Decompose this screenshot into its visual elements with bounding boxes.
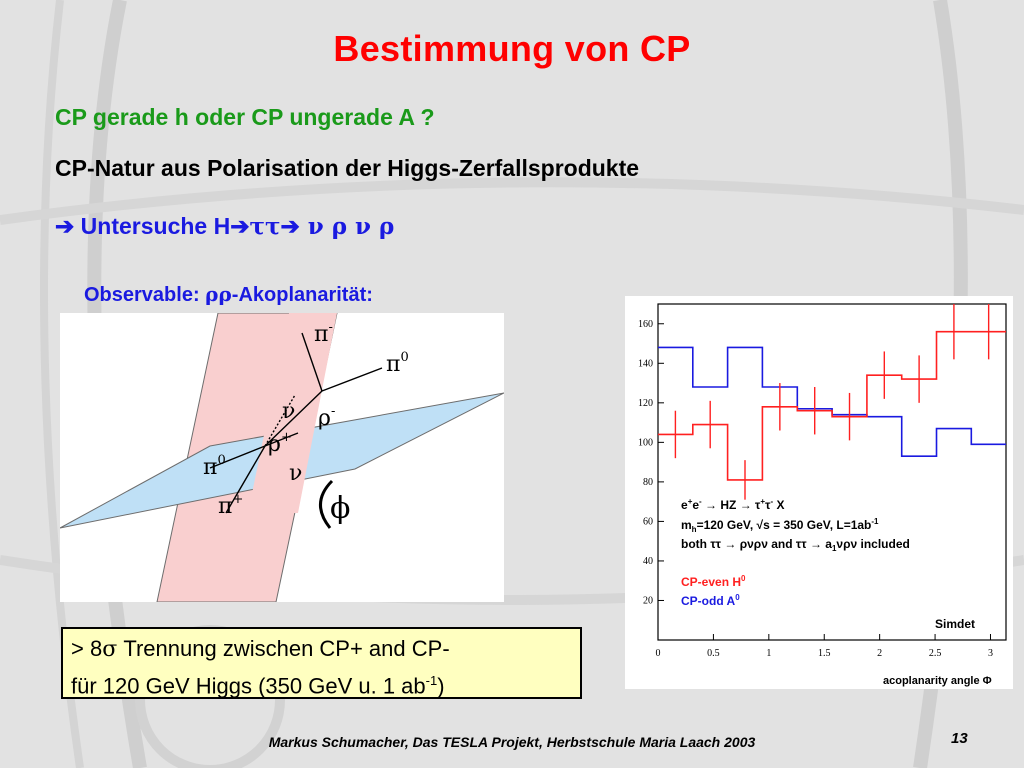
- label-pi0-top-sup: 0: [400, 350, 408, 365]
- x-tick-label: 1.5: [818, 648, 831, 659]
- svg-text:π0: π0: [386, 350, 409, 377]
- investigate-line: ➔ Untersuche H➔ττ➔ ν ρ ν ρ: [55, 213, 394, 240]
- label-pi0-top: π: [386, 352, 400, 377]
- observable-line: Observable: ρρ-Akoplanarität:: [84, 282, 373, 307]
- page-number: 13: [951, 730, 968, 747]
- box-line-2: für 120 GeV Higgs (350 GeV u. 1 ab-1): [71, 665, 572, 701]
- label-pi-minus: π: [314, 322, 328, 347]
- annotation-line-2: mh=120 GeV, √s = 350 GeV, L=1ab-1: [681, 517, 879, 534]
- label-nu-right: ν: [289, 461, 302, 486]
- y-tick-label: 20: [643, 595, 653, 606]
- simdet-tag: Simdet: [935, 617, 975, 631]
- annotation-line-1: e+e- → HZ → τ+τ- X: [681, 497, 784, 512]
- label-nu-left: ν: [282, 399, 295, 424]
- annotation-line-3: both ττ → ρνρν and ττ → a1νρν included: [681, 537, 910, 553]
- acoplanarity-plot: 0 0.5 1 1.5 2 2.5 3 20 40 60 80 100 120 140 160 e+e- →…: [625, 296, 1013, 689]
- box-line2-suffix: ): [437, 673, 445, 699]
- label-rho-minus: ρ: [318, 406, 331, 431]
- y-tick-label: 120: [638, 398, 653, 409]
- y-tick-label: 160: [638, 319, 653, 330]
- y-tick-label: 140: [638, 358, 653, 369]
- label-pi-minus-sup: -: [328, 320, 332, 335]
- observable-rho: ρρ: [205, 282, 232, 306]
- x-tick-label: 1: [766, 648, 771, 659]
- investigate-suffix: ν ρ ν ρ: [299, 213, 395, 240]
- svg-text:π+: π+: [218, 492, 243, 519]
- investigate-tautau: ττ: [249, 213, 281, 240]
- box-line1-prefix: > 8: [71, 636, 103, 661]
- x-axis-label: acoplanarity angle Φ: [883, 675, 992, 687]
- label-pi0-left-sup: 0: [217, 453, 225, 468]
- investigate-prefix: ➔ Untersuche H: [55, 213, 231, 239]
- svg-text:π0: π0: [203, 453, 226, 480]
- investigate-arrow: ➔: [230, 213, 250, 239]
- cp-nature-line: CP-Natur aus Polarisation der Higgs-Zerf…: [55, 155, 640, 181]
- pink-plane-front: [248, 313, 337, 513]
- box-line2-prefix: für 120 GeV Higgs (350 GeV u. 1 ab: [71, 673, 426, 699]
- x-tick-label: 0: [656, 648, 661, 659]
- slide-title: Bestimmung von CP: [333, 28, 691, 69]
- investigate-arrow-2: ➔: [280, 213, 300, 239]
- footer-credit: Markus Schumacher, Das TESLA Projekt, He…: [268, 734, 756, 750]
- legend-cp-even: CP-even H0: [681, 574, 746, 589]
- x-tick-label: 2.5: [929, 648, 942, 659]
- x-tick-label: 2: [877, 648, 882, 659]
- x-tick-label: 0.5: [707, 648, 720, 659]
- observable-suffix: -Akoplanarität:: [231, 284, 373, 306]
- box-exponent: -1: [425, 673, 438, 688]
- label-rho-plus-sup: +: [281, 430, 292, 445]
- x-tick-label: 3: [988, 648, 993, 659]
- y-tick-label: 40: [643, 556, 653, 567]
- box-line-1: > 8σ Trennung zwischen CP+ and CP-: [71, 633, 572, 665]
- label-rho-minus-sup: -: [331, 404, 335, 419]
- decay-plane-diagram: π- π0 ρ- ν ρ+ ν π0 π+ ϕ: [59, 312, 505, 603]
- svg-text:ρ+: ρ+: [268, 430, 292, 457]
- separation-result-box: > 8σ Trennung zwischen CP+ and CP- für 1…: [61, 627, 582, 699]
- question-line: CP gerade h oder CP ungerade A ?: [55, 104, 435, 130]
- y-tick-label: 80: [643, 477, 653, 488]
- label-pi0-left: π: [203, 455, 217, 480]
- y-tick-label: 60: [643, 516, 653, 527]
- series-line-cp-even: [658, 330, 1006, 481]
- svg-text:π-: π-: [314, 320, 333, 347]
- label-phi: ϕ: [330, 491, 350, 526]
- y-tick-label: 100: [638, 437, 653, 448]
- plot-frame: [657, 303, 1007, 641]
- observable-label: Observable:: [84, 284, 206, 306]
- legend-cp-odd: CP-odd A0: [681, 593, 740, 608]
- box-sigma: σ: [102, 637, 118, 662]
- label-pi-plus-sup: +: [232, 492, 243, 507]
- box-line1-suffix: Trennung zwischen CP+ and CP-: [117, 636, 450, 661]
- label-pi-plus: π: [218, 494, 232, 519]
- label-rho-plus: ρ: [268, 432, 281, 457]
- svg-text:ρ-: ρ-: [318, 404, 335, 431]
